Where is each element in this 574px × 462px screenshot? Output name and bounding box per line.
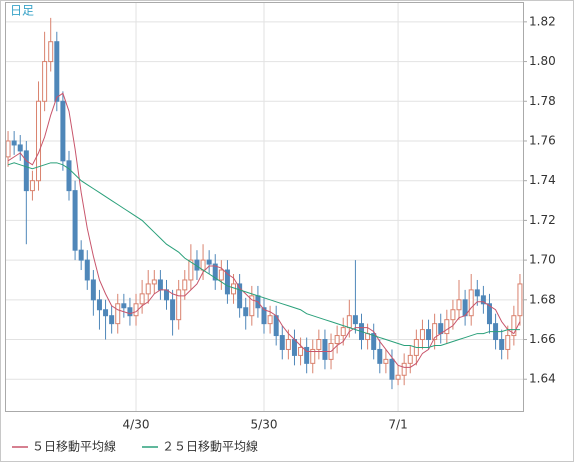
candle-body	[218, 269, 224, 281]
candle-body	[115, 303, 121, 325]
candle-body	[60, 100, 66, 162]
candle-body	[419, 329, 425, 341]
candle-body	[456, 299, 462, 311]
candle-body	[243, 307, 249, 317]
candle-body	[383, 358, 389, 364]
candle-body	[29, 180, 35, 192]
candle-body	[444, 319, 450, 335]
candle-body	[224, 269, 230, 295]
candle-body	[145, 283, 151, 295]
legend-label: ５日移動平均線	[32, 439, 116, 454]
candle-body	[401, 362, 407, 376]
candle-body	[206, 259, 212, 265]
candle-body	[170, 299, 176, 321]
moving-average-line	[7, 92, 521, 368]
candle-body	[468, 289, 474, 317]
candle-body	[182, 279, 188, 291]
candle-body	[352, 315, 358, 325]
candle-body	[249, 295, 255, 317]
candle-body	[279, 335, 285, 350]
candle-body	[96, 299, 102, 311]
y-tick-label: 1.68	[529, 292, 556, 306]
y-tick-label: 1.80	[529, 54, 556, 68]
candle-body	[90, 279, 96, 301]
candle-body	[432, 323, 438, 341]
y-tick-label: 1.66	[529, 332, 556, 346]
candle-body	[212, 263, 218, 281]
candle-body	[322, 339, 328, 360]
candle-body	[291, 339, 297, 356]
candle-body	[505, 335, 511, 350]
plot-border	[5, 2, 524, 412]
candle-body	[511, 315, 517, 337]
candle-body	[346, 315, 352, 329]
y-tick-label: 1.76	[529, 133, 556, 147]
candle-body	[139, 293, 145, 305]
candle-body	[395, 374, 401, 380]
candle-body	[426, 329, 432, 341]
candle-body	[261, 307, 267, 325]
candle-body	[127, 307, 133, 317]
moving-average-line	[7, 162, 520, 348]
candle-body	[78, 249, 84, 261]
y-tick-label: 1.82	[529, 14, 556, 28]
candle-body	[371, 333, 377, 350]
y-tick-label: 1.64	[529, 372, 556, 386]
candle-body	[5, 140, 11, 158]
candle-body	[298, 346, 304, 356]
candle-body	[231, 283, 237, 295]
candle-body	[267, 315, 273, 325]
candle-body	[389, 358, 395, 380]
y-tick-label: 1.74	[529, 173, 556, 187]
candle-body	[407, 354, 413, 364]
candle-body	[11, 140, 17, 146]
candle-body	[480, 295, 486, 305]
candle-body	[304, 346, 310, 364]
candle-body	[450, 309, 456, 321]
candle-body	[499, 339, 505, 350]
candle-body	[42, 61, 48, 102]
candle-body	[176, 289, 182, 321]
x-tick-label: 4/30	[123, 418, 150, 432]
candle-body	[151, 279, 157, 285]
legend-label: ２５日移動平均線	[162, 439, 258, 454]
candle-body	[310, 348, 316, 364]
candle-body	[316, 339, 322, 350]
candle-body	[72, 190, 78, 251]
candle-body	[66, 160, 72, 192]
candle-body	[157, 279, 163, 291]
candle-body	[121, 303, 127, 309]
candle-body	[517, 283, 523, 317]
candle-body	[188, 259, 194, 281]
candle-body	[237, 283, 243, 309]
candle-body	[285, 339, 291, 350]
x-tick-label: 7/1	[388, 418, 407, 432]
x-tick-label: 5/30	[251, 418, 278, 432]
y-tick-label: 1.70	[529, 253, 556, 267]
candle-body	[54, 41, 60, 102]
candle-body	[36, 100, 42, 182]
candle-body	[340, 327, 346, 337]
candle-body	[84, 259, 90, 281]
candle-body	[103, 309, 109, 317]
candle-body	[377, 348, 383, 364]
candle-body	[474, 289, 480, 297]
candle-body	[17, 144, 23, 152]
y-tick-label: 1.72	[529, 213, 556, 227]
period-label: 日足	[10, 4, 34, 18]
candle-body	[48, 41, 54, 63]
candle-body	[23, 150, 29, 192]
marks	[5, 17, 523, 390]
candle-body	[109, 315, 115, 325]
y-tick-label: 1.78	[529, 94, 556, 108]
candle-body	[486, 303, 492, 325]
candle-body	[334, 335, 340, 344]
